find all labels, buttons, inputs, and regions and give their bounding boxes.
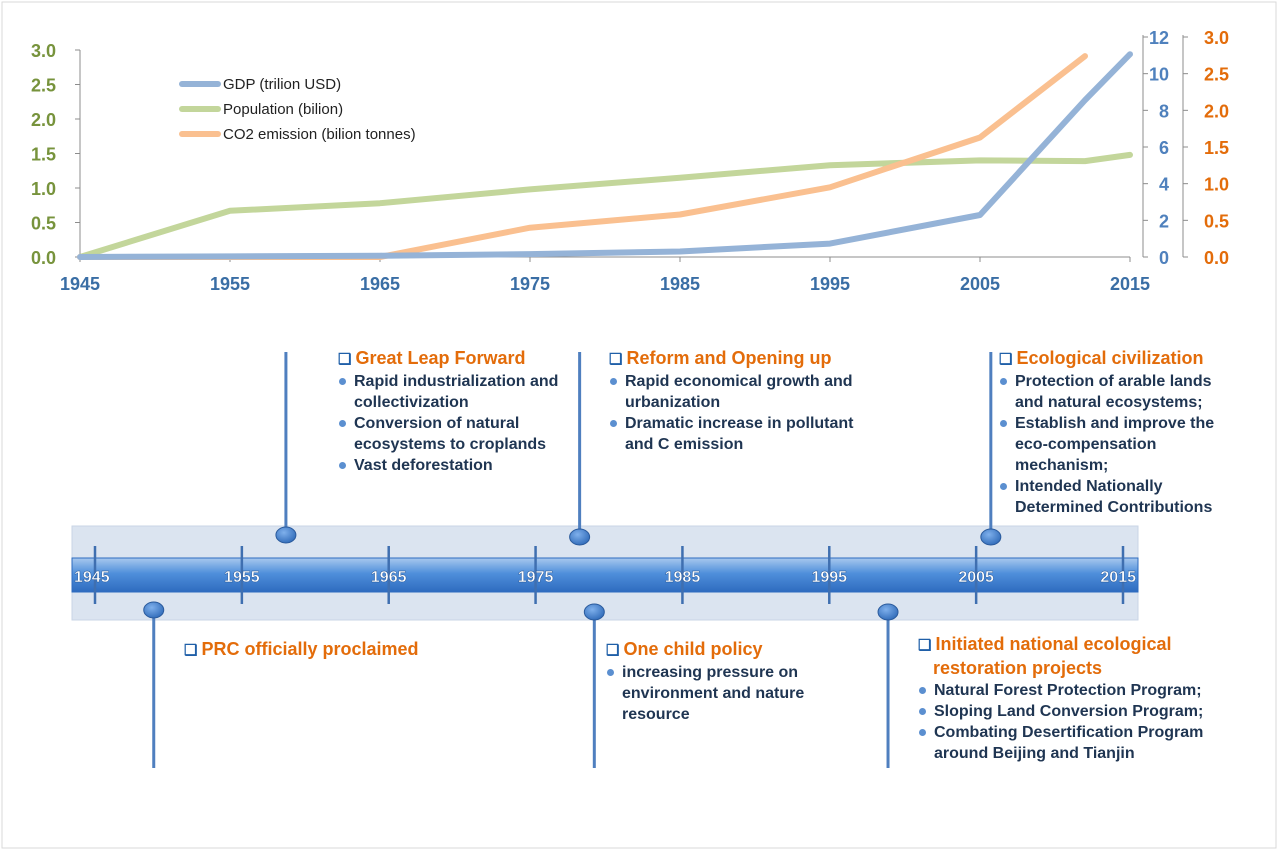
event-item: Establish and improve the eco-compensati…: [999, 413, 1239, 476]
right-outer-axis-tick-label: 3.0: [1204, 28, 1229, 48]
timeline-tick-label: 1975: [518, 569, 554, 586]
event-item: increasing pressure on environment and n…: [606, 662, 851, 725]
left-axis-tick-label: 0.5: [31, 214, 56, 234]
checkbox-icon: ❑: [338, 351, 352, 368]
x-axis-tick-label: 1995: [810, 274, 850, 294]
right-outer-axis-tick-label: 1.0: [1204, 175, 1229, 195]
timeline-tick-label: 1965: [371, 569, 407, 586]
x-axis-tick-label: 1965: [360, 274, 400, 294]
event-item: Intended Nationally Determined Contribut…: [999, 476, 1239, 518]
checkbox-icon: ❑: [609, 351, 623, 368]
right-inner-axis-tick-label: 2: [1159, 211, 1169, 231]
event-item: Natural Forest Protection Program;: [918, 680, 1233, 701]
event-item: Combating Desertification Program around…: [918, 722, 1233, 764]
event-title: ❑ Great Leap Forward: [338, 348, 526, 368]
event-list: Natural Forest Protection Program; Slopi…: [918, 680, 1233, 764]
series-line-1: [77, 151, 1133, 260]
left-axis-tick-label: 1.5: [31, 145, 56, 165]
event-marker: [877, 603, 899, 621]
event-list: increasing pressure on environment and n…: [606, 662, 851, 725]
event-list: Rapid economical growth and urbanization…: [609, 371, 884, 455]
event-list: Protection of arable lands and natural e…: [999, 371, 1239, 518]
event-one-child: ❑ One child policy increasing pressure on…: [606, 638, 851, 725]
x-axis-tick-label: 1975: [510, 274, 550, 294]
timeline-tick-label: 2005: [958, 569, 994, 586]
event-marker: [583, 603, 605, 621]
event-restoration: ❑ Initiated national ecological restorati…: [918, 633, 1233, 764]
event-item: Rapid economical growth and urbanization: [609, 371, 884, 413]
x-axis-tick-label: 1985: [660, 274, 700, 294]
event-title: ❑ Ecological civilization: [999, 348, 1204, 368]
event-marker: [569, 528, 591, 546]
timeline-tick-label: 1995: [811, 569, 847, 586]
legend-label: CO2 emission (bilion tonnes): [223, 126, 416, 143]
right-inner-axis-tick-label: 4: [1159, 175, 1169, 195]
left-axis-tick-label: 0.0: [31, 248, 56, 268]
legend-label: Population (bilion): [223, 101, 343, 118]
left-axis-tick-label: 1.0: [31, 179, 56, 199]
left-axis-tick-label: 2.0: [31, 110, 56, 130]
event-eco-civilization: ❑ Ecological civilization Protection of a…: [999, 347, 1239, 518]
event-title: ❑ One child policy: [606, 639, 763, 659]
event-item: Vast deforestation: [338, 455, 588, 476]
event-list: Rapid industrialization and collectiviza…: [338, 371, 588, 476]
event-title: ❑ PRC officially proclaimed: [184, 639, 419, 659]
right-outer-axis-tick-label: 2.0: [1204, 101, 1229, 121]
x-axis-tick-label: 2005: [960, 274, 1000, 294]
checkbox-icon: ❑: [606, 642, 620, 659]
timeline-tick-label: 1955: [224, 569, 260, 586]
event-item: Protection of arable lands and natural e…: [999, 371, 1239, 413]
left-axis-tick-label: 2.5: [31, 76, 56, 96]
checkbox-icon: ❑: [999, 351, 1013, 368]
right-outer-axis-tick-label: 2.5: [1204, 65, 1229, 85]
event-marker: [980, 528, 1002, 546]
checkbox-icon: ❑: [184, 642, 198, 659]
x-axis-tick-label: 2015: [1110, 274, 1150, 294]
series-line-0: [77, 51, 1133, 260]
event-item: Sloping Land Conversion Program;: [918, 701, 1233, 722]
right-inner-axis-tick-label: 0: [1159, 248, 1169, 268]
event-item: Dramatic increase in pollutant and C emi…: [609, 413, 884, 455]
right-inner-axis-tick-label: 8: [1159, 101, 1169, 121]
event-marker: [143, 601, 165, 619]
event-title: ❑ Reform and Opening up: [609, 348, 832, 368]
right-outer-axis-tick-label: 0.5: [1204, 211, 1229, 231]
x-axis-tick-label: 1945: [60, 274, 100, 294]
right-inner-axis-tick-label: 10: [1149, 65, 1169, 85]
right-inner-axis-tick-label: 12: [1149, 28, 1169, 48]
checkbox-icon: ❑: [918, 637, 932, 654]
event-title: ❑ Initiated national ecological restorati…: [918, 634, 1172, 678]
timeline-bar: [71, 557, 1139, 593]
right-outer-axis-tick-label: 0.0: [1204, 248, 1229, 268]
left-axis-tick-label: 3.0: [31, 41, 56, 61]
timeline-tick-label: 2015: [1100, 569, 1136, 586]
event-item: Rapid industrialization and collectiviza…: [338, 371, 588, 413]
legend-label: GDP (trilion USD): [223, 76, 341, 93]
event-item: Conversion of natural ecosystems to crop…: [338, 413, 588, 455]
event-reform: ❑ Reform and Opening up Rapid economical …: [609, 347, 884, 455]
timeline-tick-label: 1985: [665, 569, 701, 586]
x-axis-tick-label: 1955: [210, 274, 250, 294]
event-prc: ❑ PRC officially proclaimed: [184, 638, 464, 662]
event-marker: [275, 526, 297, 544]
right-inner-axis-tick-label: 6: [1159, 138, 1169, 158]
right-outer-axis-tick-label: 1.5: [1204, 138, 1229, 158]
event-great-leap: ❑ Great Leap Forward Rapid industrializat…: [338, 347, 588, 476]
timeline-tick-label: 1945: [74, 569, 110, 586]
